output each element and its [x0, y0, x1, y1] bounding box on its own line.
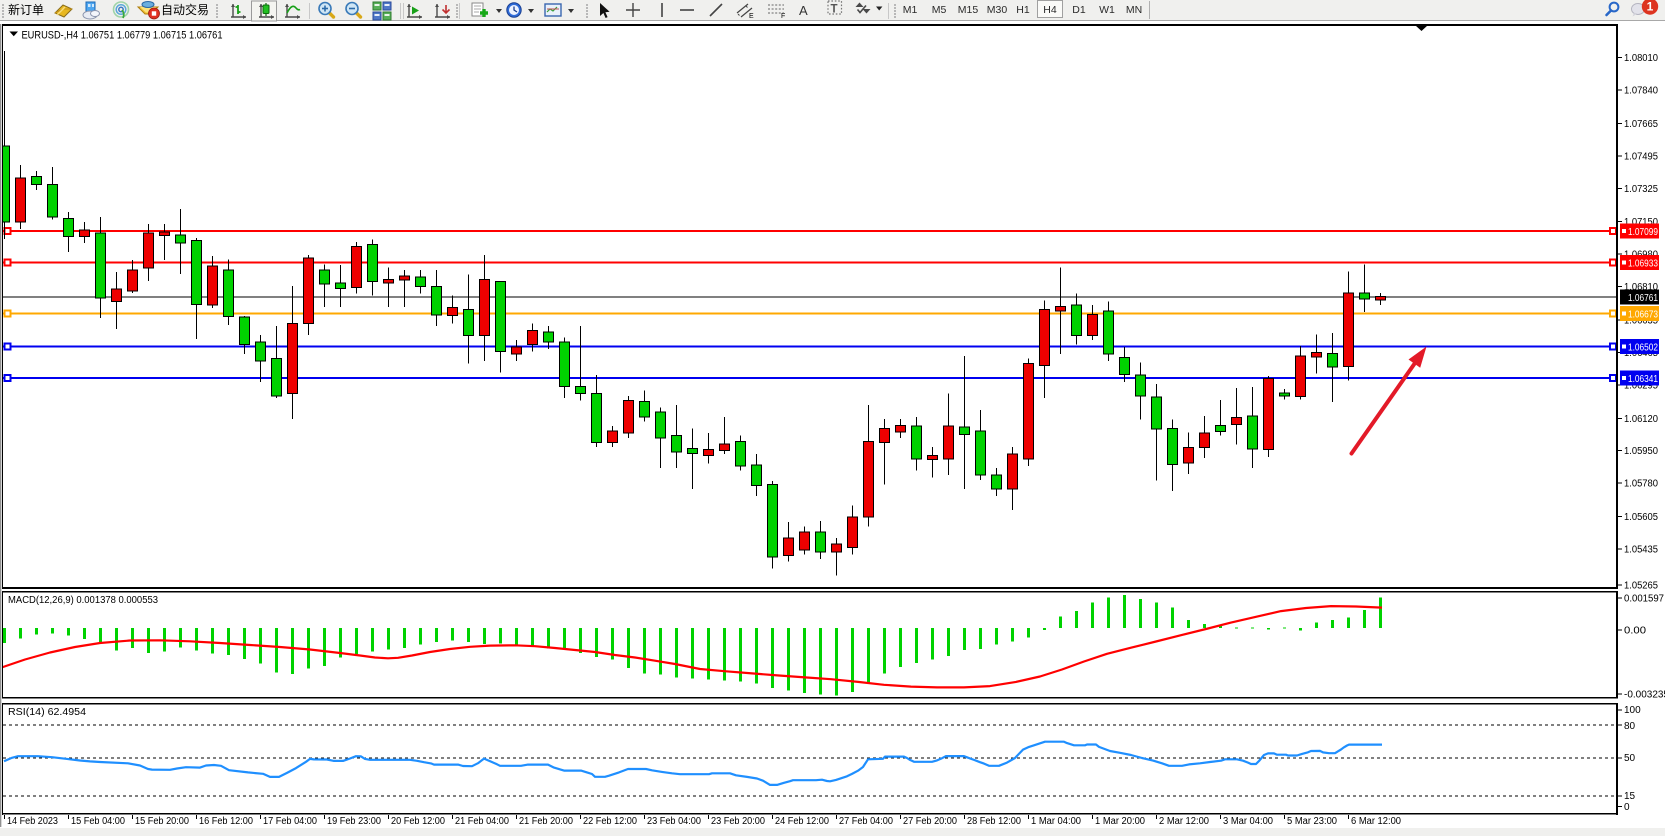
svg-text:0: 0 [1624, 802, 1630, 813]
svg-text:1.05950: 1.05950 [1624, 446, 1658, 457]
svg-text:自动交易: 自动交易 [161, 2, 209, 17]
svg-text:1.07150: 1.07150 [1624, 217, 1658, 228]
svg-text:新订单: 新订单 [8, 2, 44, 17]
svg-text:1.05265: 1.05265 [1624, 581, 1658, 592]
svg-text:1.05605: 1.05605 [1624, 512, 1658, 523]
svg-text:1.07840: 1.07840 [1624, 86, 1658, 97]
svg-text:M1: M1 [903, 4, 918, 16]
svg-text:1.06120: 1.06120 [1624, 414, 1658, 425]
svg-text:1 Mar 20:00: 1 Mar 20:00 [1095, 816, 1145, 827]
svg-text:22 Feb 12:00: 22 Feb 12:00 [583, 816, 637, 827]
svg-text:27 Feb 20:00: 27 Feb 20:00 [903, 816, 957, 827]
svg-text:80: 80 [1624, 721, 1636, 732]
svg-text:1.06295: 1.06295 [1624, 380, 1658, 391]
svg-text:1.08010: 1.08010 [1624, 53, 1658, 64]
svg-text:5 Mar 23:00: 5 Mar 23:00 [1287, 816, 1337, 827]
svg-text:1.07495: 1.07495 [1624, 151, 1658, 162]
svg-text:H4: H4 [1043, 4, 1057, 16]
svg-text:24 Feb 12:00: 24 Feb 12:00 [775, 816, 829, 827]
svg-text:A: A [799, 3, 808, 18]
svg-text:1.06502: 1.06502 [1628, 342, 1658, 354]
svg-text:EURUSD-,H4 1.06751 1.06779 1.: EURUSD-,H4 1.06751 1.06779 1.06715 1.067… [22, 29, 223, 41]
svg-text:W1: W1 [1099, 4, 1115, 16]
svg-text:21 Feb 04:00: 21 Feb 04:00 [455, 816, 509, 827]
svg-text:1.06810: 1.06810 [1624, 282, 1658, 293]
svg-text:1.07665: 1.07665 [1624, 119, 1658, 130]
svg-text:1.06341: 1.06341 [1628, 373, 1658, 385]
svg-text:1.05435: 1.05435 [1624, 545, 1658, 556]
svg-text:RSI(14) 62.4954: RSI(14) 62.4954 [8, 707, 86, 718]
svg-text:1.06761: 1.06761 [1628, 292, 1658, 304]
svg-text:-0.003235: -0.003235 [1624, 690, 1665, 701]
svg-text:1.07099: 1.07099 [1628, 226, 1658, 238]
svg-text:M30: M30 [987, 4, 1008, 16]
svg-text:15 Feb 20:00: 15 Feb 20:00 [135, 816, 189, 827]
svg-text:1.06673: 1.06673 [1628, 309, 1658, 321]
svg-text:D1: D1 [1072, 4, 1086, 16]
svg-text:1.05780: 1.05780 [1624, 479, 1658, 490]
svg-text:20 Feb 12:00: 20 Feb 12:00 [391, 816, 445, 827]
svg-text:2 Mar 12:00: 2 Mar 12:00 [1159, 816, 1209, 827]
svg-text:1.06933: 1.06933 [1628, 258, 1658, 270]
svg-text:19 Feb 23:00: 19 Feb 23:00 [327, 816, 381, 827]
svg-text:T: T [831, 4, 838, 16]
svg-text:23 Feb 20:00: 23 Feb 20:00 [711, 816, 765, 827]
svg-text:100: 100 [1624, 705, 1641, 716]
svg-text:1 Mar 04:00: 1 Mar 04:00 [1031, 816, 1081, 827]
svg-text:MACD(12,26,9) 0.001378 0.00055: MACD(12,26,9) 0.001378 0.000553 [8, 595, 158, 606]
svg-text:17 Feb 04:00: 17 Feb 04:00 [263, 816, 317, 827]
svg-text:F: F [781, 13, 785, 20]
svg-text:1: 1 [1647, 0, 1654, 14]
svg-text:3 Mar 04:00: 3 Mar 04:00 [1223, 816, 1273, 827]
svg-text:6 Mar 12:00: 6 Mar 12:00 [1351, 816, 1401, 827]
svg-text:28 Feb 12:00: 28 Feb 12:00 [967, 816, 1021, 827]
svg-text:14 Feb 2023: 14 Feb 2023 [7, 816, 58, 827]
svg-text:0.001597: 0.001597 [1624, 594, 1664, 605]
svg-text:M5: M5 [932, 4, 947, 16]
svg-text:15: 15 [1624, 791, 1636, 802]
svg-text:MN: MN [1126, 4, 1142, 16]
svg-text:15 Feb 04:00: 15 Feb 04:00 [71, 816, 125, 827]
svg-text:23 Feb 04:00: 23 Feb 04:00 [647, 816, 701, 827]
svg-text:16 Feb 12:00: 16 Feb 12:00 [199, 816, 253, 827]
svg-text:50: 50 [1624, 753, 1636, 764]
svg-text:0.00: 0.00 [1624, 626, 1646, 637]
svg-text:1.07325: 1.07325 [1624, 184, 1658, 195]
svg-text:21 Feb 20:00: 21 Feb 20:00 [519, 816, 573, 827]
svg-text:27 Feb 04:00: 27 Feb 04:00 [839, 816, 893, 827]
svg-text:M15: M15 [958, 4, 979, 16]
svg-text:H1: H1 [1016, 4, 1030, 16]
svg-text:E: E [749, 13, 754, 20]
